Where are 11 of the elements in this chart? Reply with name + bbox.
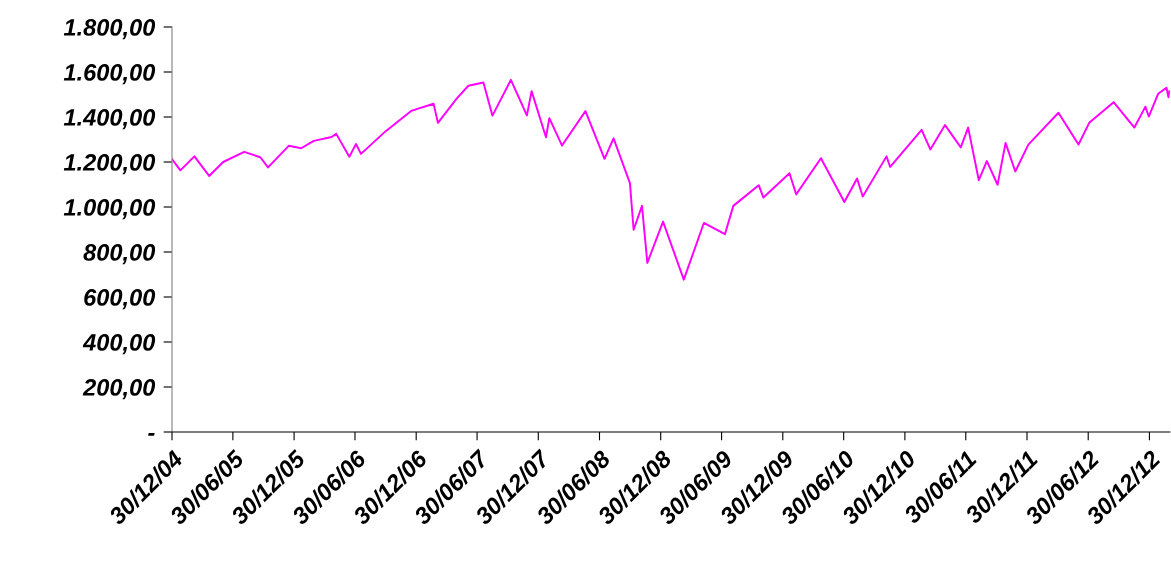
y-tick-label: 1.400,00 xyxy=(63,109,156,130)
y-tick-label: 400,00 xyxy=(82,334,156,355)
y-tick-label: 1.200,00 xyxy=(63,154,156,175)
y-tick-label: - xyxy=(148,433,155,436)
y-tick-label: 600,00 xyxy=(84,289,156,310)
y-tick-label: 800,00 xyxy=(83,244,156,265)
y-tick-label: 1.000,00 xyxy=(63,199,156,220)
y-tick-label: 200,00 xyxy=(82,379,156,400)
line-series xyxy=(172,78,1170,281)
y-tick-label: 1.600,00 xyxy=(63,64,156,85)
y-tick-label: 1.800,00 xyxy=(63,19,156,40)
